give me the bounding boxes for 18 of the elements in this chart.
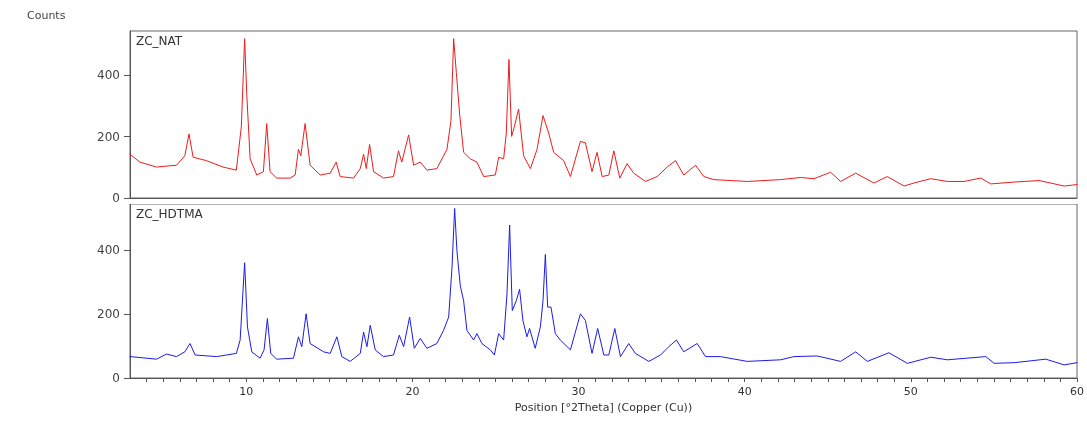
line-series <box>129 38 1078 187</box>
text: ZC_NAT <box>136 34 183 48</box>
x-tick-label: 20 <box>405 385 420 398</box>
y-axis-title: Counts <box>27 9 66 22</box>
y-tick-label: 400 <box>97 68 120 83</box>
y-tick-label: 200 <box>97 307 120 322</box>
x-tick-label: 50 <box>903 385 918 398</box>
y-tick-label: 200 <box>97 129 120 144</box>
y-tick-label: 0 <box>112 371 120 385</box>
text: ZC_HDTMA <box>136 207 204 221</box>
x-tick-label: 60 <box>1070 385 1084 398</box>
x-tick-label: 10 <box>239 385 254 398</box>
y-tick-label: 400 <box>97 243 120 258</box>
y-tick-label: 0 <box>112 191 120 205</box>
line-series <box>129 207 1078 366</box>
x-tick-label: 40 <box>737 385 752 398</box>
x-axis-title: Position [°2Theta] (Copper (Cu)) <box>514 401 693 414</box>
x-tick-label: 30 <box>571 385 586 398</box>
